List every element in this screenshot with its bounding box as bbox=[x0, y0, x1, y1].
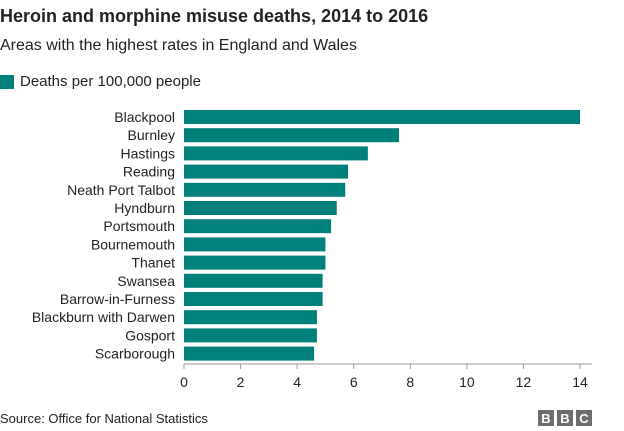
x-tick-label: 14 bbox=[572, 374, 588, 390]
bbc-logo-letter: B bbox=[538, 410, 554, 426]
category-label: Thanet bbox=[131, 255, 175, 271]
bar bbox=[184, 346, 315, 361]
category-label: Hastings bbox=[121, 145, 175, 161]
bar bbox=[184, 328, 317, 343]
bar bbox=[184, 128, 399, 143]
bbc-logo: B B C bbox=[538, 410, 592, 426]
category-label: Barrow-in-Furness bbox=[60, 291, 175, 307]
category-label: Burnley bbox=[128, 127, 175, 143]
bar bbox=[184, 255, 326, 270]
category-label: Neath Port Talbot bbox=[67, 182, 175, 198]
legend-swatch bbox=[0, 74, 14, 89]
bar bbox=[184, 146, 368, 161]
category-label: Scarborough bbox=[95, 346, 175, 362]
x-tick-label: 6 bbox=[350, 374, 358, 390]
legend-label: Deaths per 100,000 people bbox=[20, 73, 201, 90]
category-label: Portsmouth bbox=[103, 218, 175, 234]
bar bbox=[184, 219, 332, 234]
category-label: Reading bbox=[123, 164, 175, 180]
category-label: Hyndburn bbox=[114, 200, 175, 216]
bar bbox=[184, 310, 317, 325]
category-label: Bournemouth bbox=[91, 236, 175, 252]
bbc-logo-letter: B bbox=[557, 410, 573, 426]
category-label: Blackpool bbox=[114, 109, 175, 125]
bar bbox=[184, 292, 323, 306]
category-label: Swansea bbox=[117, 273, 175, 289]
bar-chart: Blackpool Burnley Hastings Reading Neath Por… bbox=[32, 109, 592, 390]
bar bbox=[184, 164, 349, 179]
bbc-logo-letter: C bbox=[576, 410, 592, 426]
category-label: Blackburn with Darwen bbox=[32, 309, 175, 325]
chart-subtitle: Areas with the highest rates in England … bbox=[0, 37, 357, 54]
legend: Deaths per 100,000 people bbox=[0, 73, 201, 90]
x-tick-label: 2 bbox=[237, 374, 245, 390]
bar bbox=[184, 201, 337, 215]
bar bbox=[184, 182, 346, 197]
category-label: Gosport bbox=[125, 327, 175, 343]
x-tick-label: 10 bbox=[459, 374, 475, 390]
source-note: Source: Office for National Statistics bbox=[0, 411, 208, 426]
bar bbox=[184, 110, 580, 124]
bar bbox=[184, 237, 326, 252]
x-tick-label: 4 bbox=[293, 374, 301, 390]
bar bbox=[184, 273, 323, 288]
chart-title: Heroin and morphine misuse deaths, 2014 … bbox=[0, 6, 429, 26]
x-tick-label: 8 bbox=[406, 374, 414, 390]
x-tick-label: 0 bbox=[180, 374, 188, 390]
x-tick-label: 12 bbox=[516, 374, 532, 390]
